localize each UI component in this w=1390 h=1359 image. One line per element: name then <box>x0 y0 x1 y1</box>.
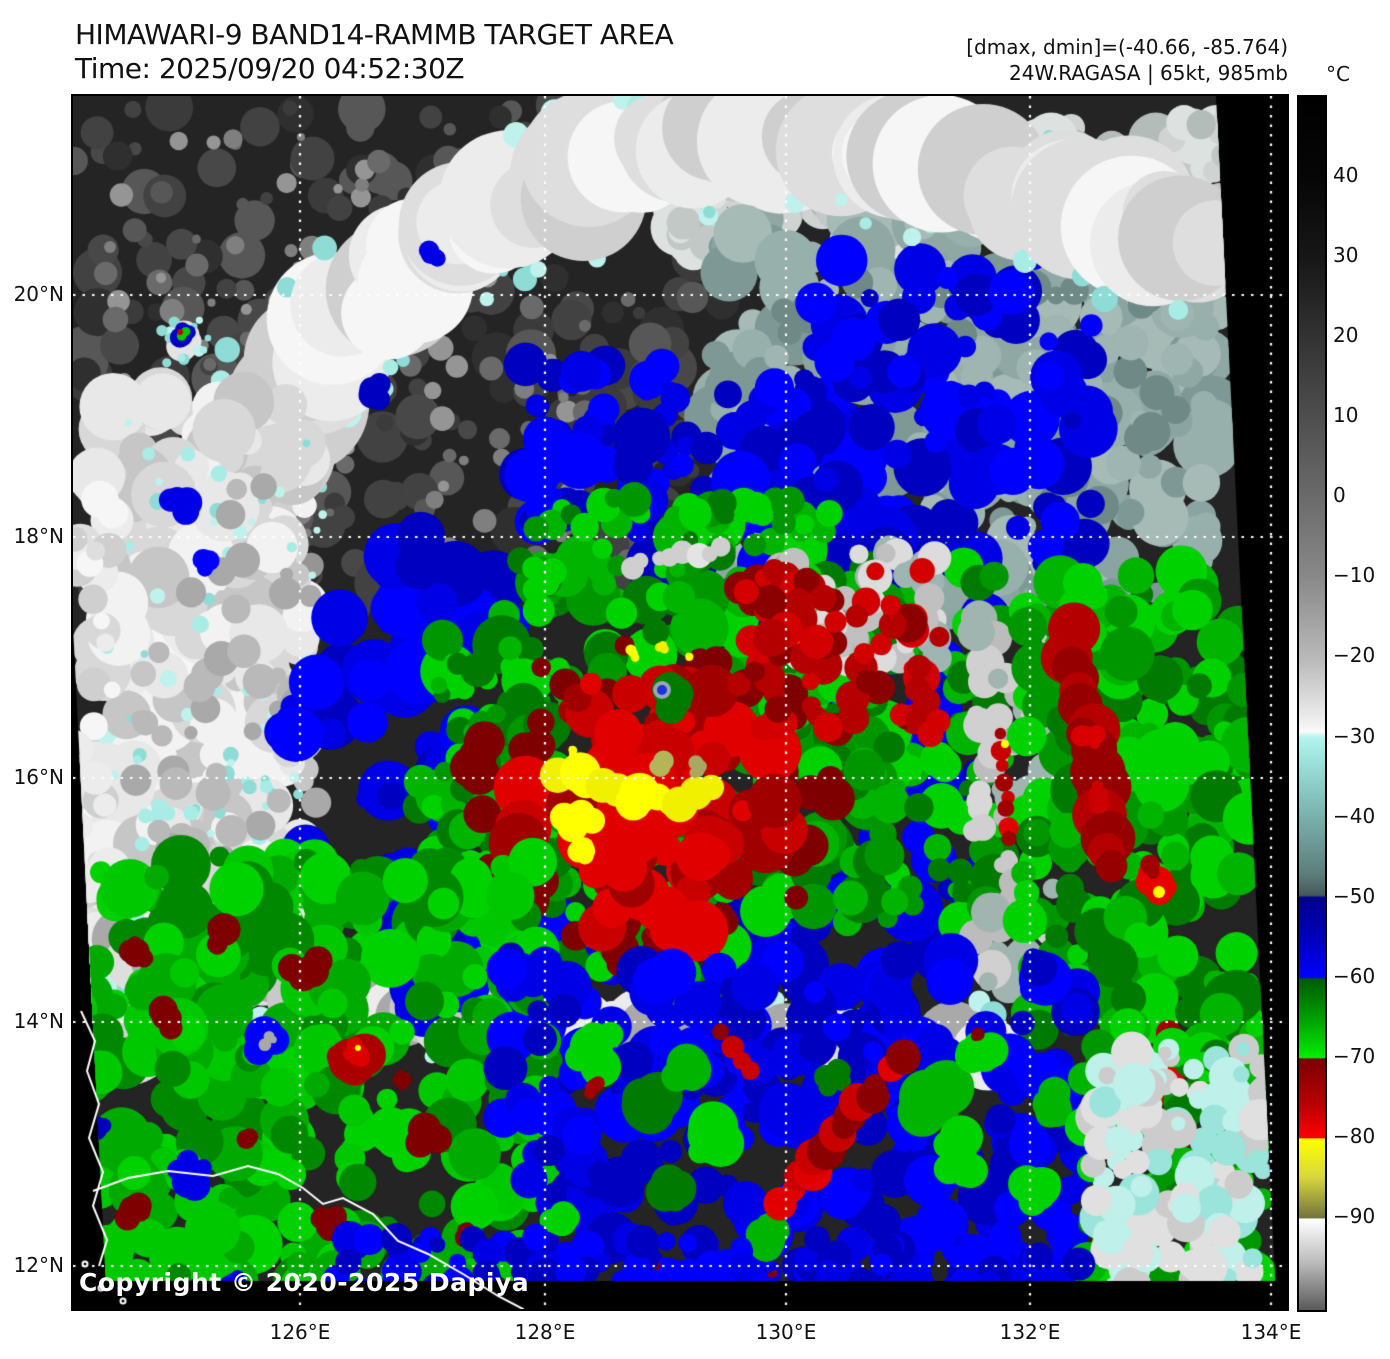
lon-label-130°E: 130°E <box>755 1320 817 1344</box>
colorbar-tick-20: 20 <box>1333 323 1359 348</box>
lat-label-12°N: 12°N <box>13 1253 64 1277</box>
lat-label-18°N: 18°N <box>13 524 64 548</box>
colorbar-tick-40: 40 <box>1333 163 1359 188</box>
timestamp: Time: 2025/09/20 04:52:30Z <box>75 52 465 85</box>
lat-label-14°N: 14°N <box>13 1009 64 1033</box>
lat-label-20°N: 20°N <box>13 282 64 306</box>
storm-info: 24W.RAGASA | 65kt, 985mb <box>1008 61 1288 85</box>
lon-label-128°E: 128°E <box>514 1320 576 1344</box>
colorbar-tick--40: −40 <box>1333 803 1376 828</box>
colorbar-unit-label: °C <box>1326 62 1350 86</box>
copyright-text: Copyright © 2020-2025 Dapiya <box>79 1268 530 1297</box>
lon-label-132°E: 132°E <box>999 1320 1061 1344</box>
colorbar-tick--70: −70 <box>1333 1043 1376 1068</box>
colorbar <box>1297 95 1327 1312</box>
colorbar-tick-10: 10 <box>1333 403 1359 428</box>
satellite-map: Copyright © 2020-2025 Dapiya <box>71 94 1289 1311</box>
lon-label-134°E: 134°E <box>1240 1320 1302 1344</box>
colorbar-tick--30: −30 <box>1333 723 1376 748</box>
dmax-dmin-readout: [dmax, dmin]=(-40.66, -85.764) <box>966 35 1288 59</box>
satellite-image-canvas <box>73 96 1287 1309</box>
colorbar-tick--60: −60 <box>1333 963 1376 988</box>
lon-label-126°E: 126°E <box>269 1320 331 1344</box>
page-title: HIMAWARI-9 BAND14-RAMMB TARGET AREA <box>75 18 674 51</box>
colorbar-tick-0: 0 <box>1333 483 1346 508</box>
lat-label-16°N: 16°N <box>13 765 64 789</box>
colorbar-tick--50: −50 <box>1333 883 1376 908</box>
colorbar-tick--20: −20 <box>1333 643 1376 668</box>
header-right-block: [dmax, dmin]=(-40.66, -85.764) 24W.RAGAS… <box>788 34 1288 86</box>
colorbar-tick--80: −80 <box>1333 1123 1376 1148</box>
colorbar-tick--90: −90 <box>1333 1203 1376 1228</box>
colorbar-tick--10: −10 <box>1333 563 1376 588</box>
colorbar-tick-30: 30 <box>1333 243 1359 268</box>
